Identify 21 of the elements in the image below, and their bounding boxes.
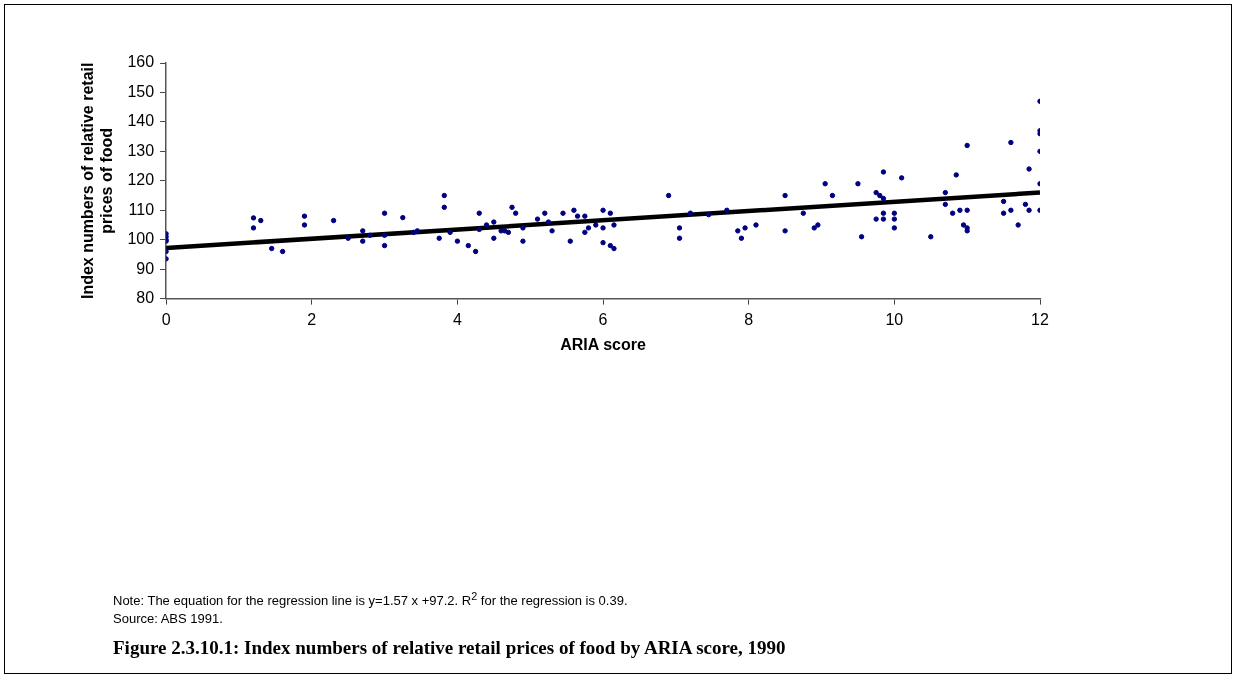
y-tick-label: 130 — [127, 141, 155, 159]
x-tick-label: 12 — [1031, 310, 1049, 328]
x-tick-label: 4 — [452, 310, 462, 328]
y-tick-label: 80 — [136, 289, 155, 307]
text: Figure 2.3.10.1: Index numbers of relative retail prices of food by ARIA score, 1990 — [113, 637, 786, 659]
x-tick-label: 2 — [307, 310, 317, 328]
text: Note: The equation for the regression line is y=1.57 x +97.2. R$^{2}$ for the regression is 0.39. — [113, 589, 628, 611]
y-tick-label: 100 — [127, 230, 155, 248]
y-tick-label: 160 — [127, 53, 155, 71]
y-tick-label: 110 — [128, 200, 155, 218]
x-tick-label: 10 — [885, 310, 904, 328]
x-tick-label: 6 — [598, 310, 608, 328]
y-tick-label: 140 — [127, 112, 155, 130]
y-tick-label: 90 — [136, 259, 155, 277]
x-axis-title: ARIA score — [560, 335, 646, 353]
y-tick-label: 120 — [127, 171, 155, 189]
y-axis-title: Index numbers of relative retail prices of food — [79, 62, 116, 300]
x-tick-label: 0 — [161, 310, 171, 328]
source-note: Source: ABS 1991. — [113, 610, 224, 629]
x-tick-label: 8 — [744, 310, 754, 328]
y-tick-label: 150 — [127, 82, 155, 100]
